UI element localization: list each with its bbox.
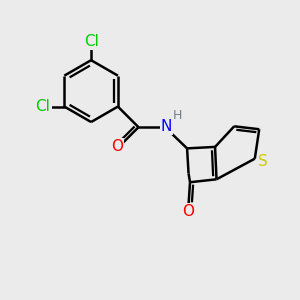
Text: S: S <box>258 154 268 169</box>
Text: Cl: Cl <box>84 34 98 49</box>
Text: O: O <box>183 204 195 219</box>
Text: O: O <box>111 140 123 154</box>
Text: N: N <box>161 119 172 134</box>
Text: Cl: Cl <box>35 99 50 114</box>
Text: H: H <box>173 110 182 122</box>
